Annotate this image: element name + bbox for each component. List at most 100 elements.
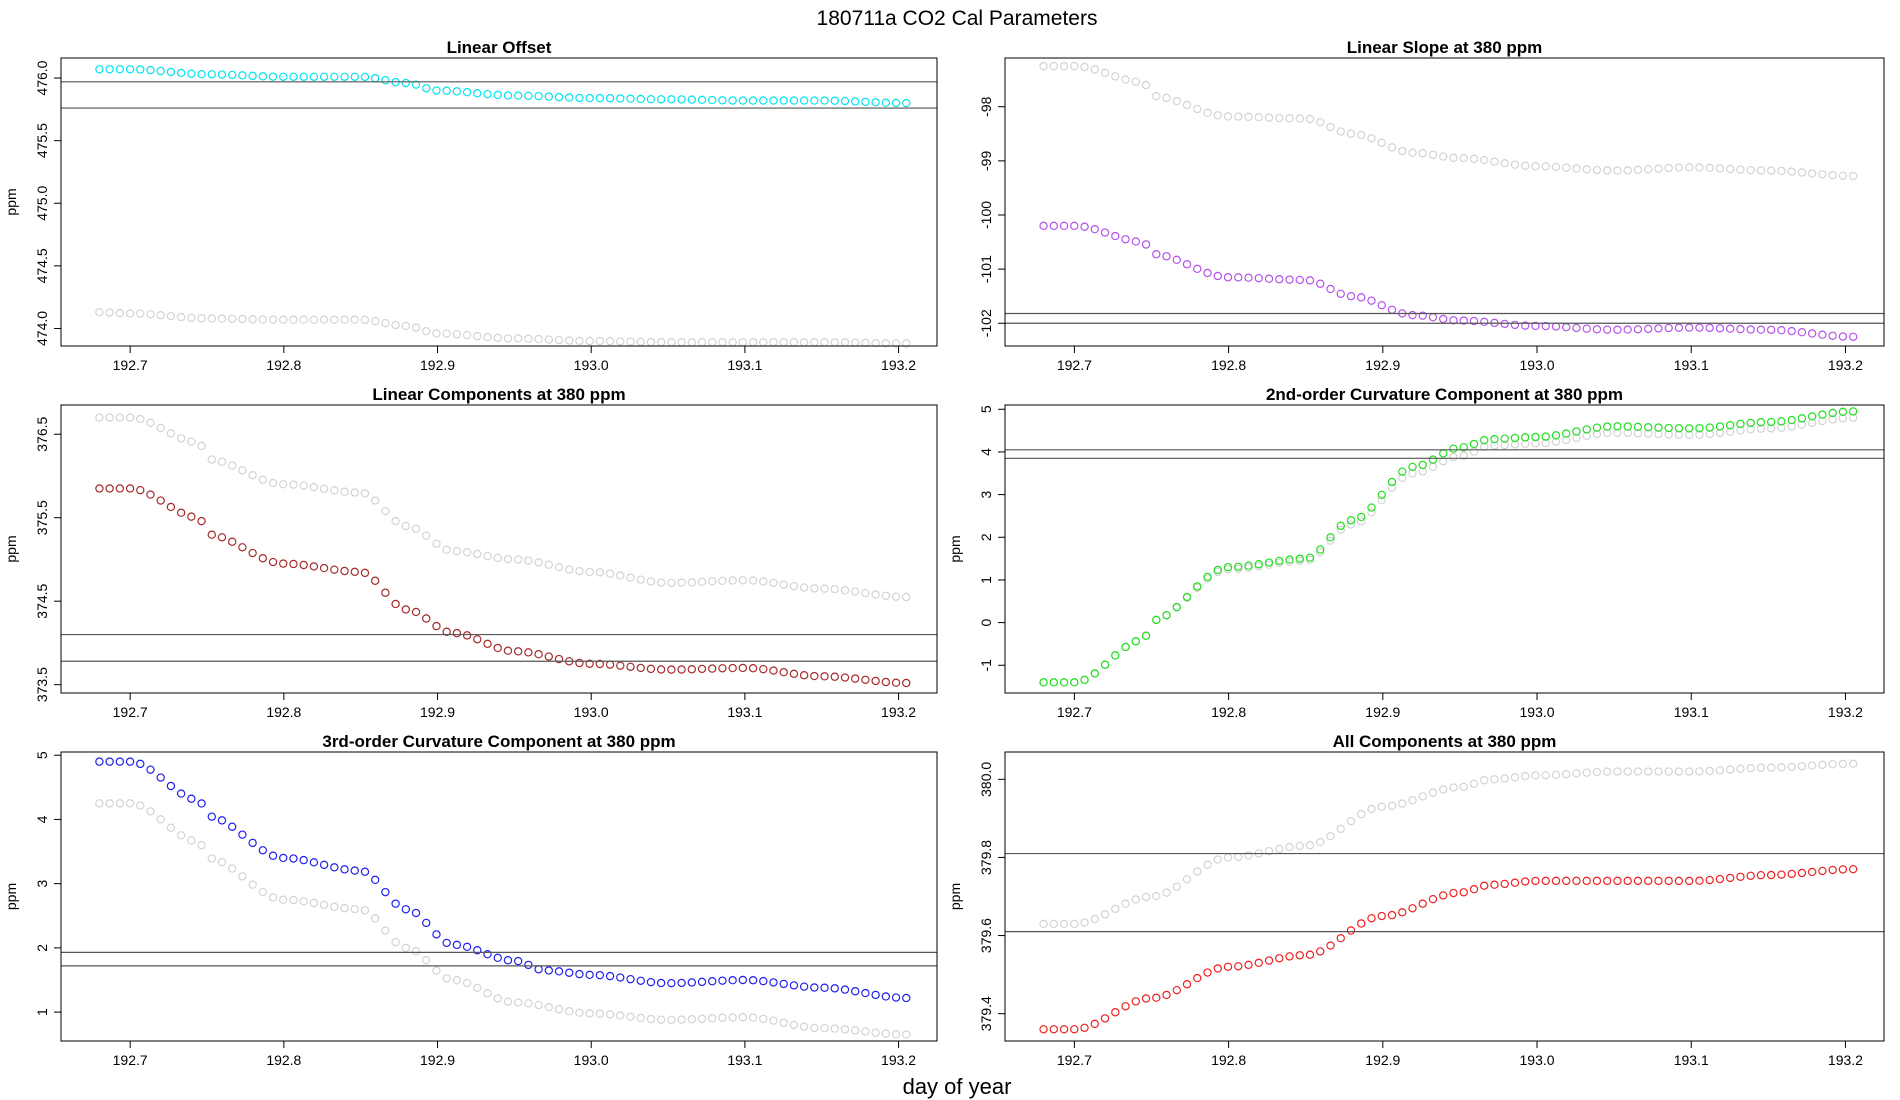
- data-point: [136, 801, 145, 810]
- data-point: [1531, 432, 1540, 442]
- data-point: [1449, 783, 1458, 792]
- data-point: [636, 337, 645, 347]
- data-point: [1172, 882, 1181, 891]
- data-point: [422, 326, 431, 336]
- data-point: [646, 577, 656, 586]
- data-point: [1059, 61, 1069, 71]
- data-point: [1408, 148, 1417, 157]
- data-point: [1654, 423, 1663, 432]
- data-point: [646, 94, 656, 104]
- data-point: [565, 1007, 574, 1016]
- data-point: [1592, 429, 1602, 439]
- data-point: [687, 978, 696, 987]
- data-point: [330, 72, 339, 81]
- data-point: [646, 1014, 656, 1024]
- data-point: [575, 1008, 584, 1017]
- data-point: [728, 338, 737, 347]
- data-point: [1510, 878, 1520, 887]
- data-point: [1049, 61, 1059, 71]
- data-point: [1336, 525, 1345, 535]
- data-point: [411, 80, 421, 89]
- data-point: [656, 578, 666, 587]
- y-tick-label: 4: [34, 815, 50, 823]
- data-point: [708, 338, 717, 347]
- plot-frame: [1004, 751, 1885, 1042]
- data-point: [1480, 317, 1489, 327]
- data-point: [1838, 407, 1848, 417]
- data-point: [1285, 114, 1294, 123]
- data-point: [1049, 1025, 1059, 1034]
- data-point: [125, 799, 135, 808]
- x-tick-label: 193.2: [881, 1052, 916, 1068]
- data-point: [1346, 129, 1356, 138]
- data-point: [1398, 908, 1407, 917]
- data-point: [452, 330, 462, 339]
- data-point: [1572, 769, 1581, 778]
- data-point: [156, 496, 165, 505]
- data-point: [524, 999, 533, 1008]
- data-point: [1531, 321, 1540, 331]
- data-point: [268, 557, 278, 567]
- data-point: [575, 969, 584, 979]
- data-point: [1797, 327, 1807, 337]
- data-point: [115, 308, 125, 318]
- data-point: [902, 98, 911, 108]
- data-point: [1531, 876, 1540, 886]
- data-point: [728, 663, 737, 673]
- data-point: [1428, 150, 1438, 159]
- data-point: [1162, 610, 1171, 620]
- data-point: [381, 588, 390, 597]
- data-point: [258, 887, 268, 897]
- data-point: [1572, 427, 1581, 436]
- data-point: [483, 950, 492, 959]
- data-point: [1070, 919, 1079, 929]
- data-point: [667, 338, 676, 347]
- data-point: [1715, 422, 1725, 431]
- data-point: [1100, 68, 1110, 78]
- y-axis-label: ppm: [947, 883, 963, 910]
- data-point: [1459, 316, 1468, 325]
- data-point: [1469, 439, 1479, 449]
- data-point: [820, 338, 829, 347]
- data-point: [820, 584, 829, 593]
- x-tick-label: 193.0: [574, 704, 609, 720]
- data-point: [289, 559, 298, 569]
- data-point: [1326, 284, 1335, 294]
- data-point: [605, 971, 615, 981]
- data-point: [1787, 422, 1796, 431]
- data-point: [289, 480, 298, 489]
- data-point: [1828, 171, 1837, 180]
- data-point: [503, 554, 513, 564]
- x-tick-label: 193.1: [727, 357, 762, 373]
- data-point: [830, 672, 839, 681]
- data-point: [544, 652, 554, 661]
- data-point: [319, 563, 329, 573]
- data-point: [1285, 952, 1294, 961]
- data-point: [360, 315, 370, 325]
- data-point: [176, 312, 186, 322]
- data-point: [1193, 264, 1202, 274]
- data-point: [279, 72, 288, 81]
- series-reference: [1039, 61, 1858, 181]
- data-point: [166, 67, 176, 77]
- data-point: [1787, 415, 1796, 425]
- series-current: [95, 484, 911, 688]
- data-point: [902, 339, 911, 348]
- data-point: [1428, 312, 1438, 322]
- data-point: [1387, 801, 1397, 811]
- data-point: [1695, 430, 1704, 439]
- data-point: [422, 531, 431, 540]
- data-point: [1695, 876, 1704, 885]
- data-point: [503, 334, 513, 343]
- data-point: [1715, 874, 1725, 884]
- data-point: [769, 666, 778, 675]
- data-point: [1428, 455, 1438, 464]
- data-point: [299, 897, 308, 906]
- data-point: [381, 76, 390, 85]
- data-point: [605, 336, 615, 346]
- data-point: [1756, 763, 1766, 772]
- y-tick-label: 373.5: [34, 667, 50, 702]
- data-point: [544, 335, 554, 344]
- data-point: [1643, 767, 1653, 776]
- data-point: [105, 413, 114, 422]
